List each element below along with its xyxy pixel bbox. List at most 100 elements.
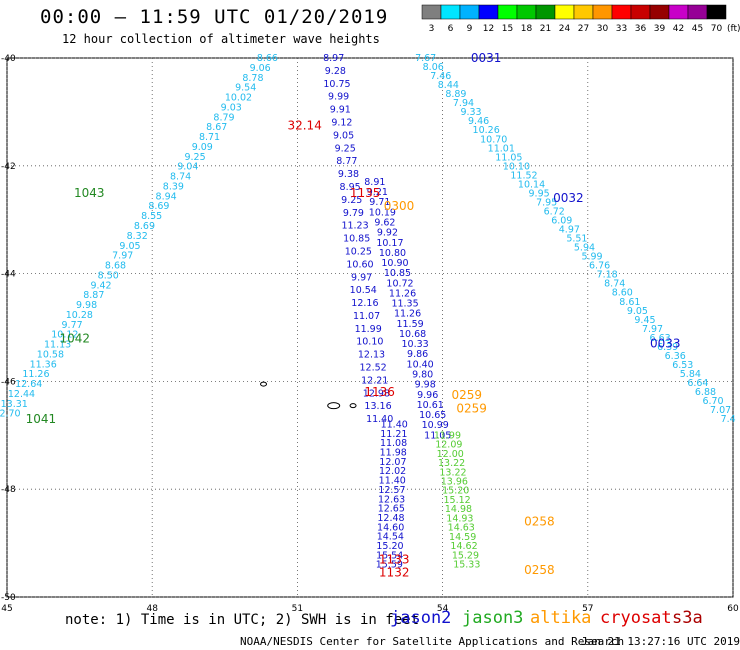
wave-height-value: 6.09 <box>551 216 572 227</box>
wave-height-value: 8.60 <box>612 288 633 299</box>
wave-height-value: 8.50 <box>98 270 119 281</box>
wave-height-value: 9.86 <box>407 349 428 360</box>
wave-height-value: 8.89 <box>445 89 466 100</box>
wave-height-value: 11.52 <box>510 170 537 181</box>
wave-height-value: 11.13 <box>44 340 71 351</box>
wave-height-value: 12.44 <box>8 389 35 400</box>
wave-height-value: 4.97 <box>559 225 580 236</box>
wave-height-value: 7.07 <box>710 405 731 416</box>
y-tick-label: -42 <box>1 162 16 172</box>
pass-time-label: 1132 <box>379 566 410 580</box>
pass-time-label: 32.14 <box>287 118 321 132</box>
wave-height-value: 5.99 <box>581 252 602 263</box>
wave-height-value: 14.98 <box>445 504 472 515</box>
pass-time-label: 0033 <box>650 337 681 351</box>
pass-time-label: 0300 <box>384 199 415 213</box>
y-tick-label: -48 <box>1 485 16 495</box>
wave-height-value: 13.22 <box>439 467 466 478</box>
wave-height-value: 10.58 <box>37 349 64 360</box>
wave-height-value: 8.87 <box>83 290 104 301</box>
wave-height-value: 9.92 <box>377 228 398 239</box>
island-outline <box>260 381 268 387</box>
wave-height-value: 11.21 <box>380 429 407 440</box>
wave-height-value: 11.01 <box>488 143 515 154</box>
wave-height-value: 9.04 <box>177 162 198 173</box>
wave-height-value: 12.09 <box>435 440 462 451</box>
wave-height-value: 12.48 <box>377 513 404 524</box>
wave-height-value: 6.53 <box>672 360 693 371</box>
wave-height-value: 9.25 <box>184 152 205 163</box>
wave-height-value: 9.98 <box>76 300 97 311</box>
wave-height-value: 10.10 <box>356 337 383 348</box>
chart-title: 00:00 – 11:59 UTC 01/20/2019 <box>40 6 389 28</box>
wave-height-value: 8.55 <box>141 211 162 222</box>
wave-height-value: 12.16 <box>351 298 378 309</box>
wave-height-value: 10.65 <box>419 410 446 421</box>
wave-height-value: 8.39 <box>163 181 184 192</box>
wave-height-value: 15.59 <box>376 560 403 571</box>
wave-height-value: 11.23 <box>341 221 368 232</box>
wave-height-value: 10.02 <box>225 93 252 104</box>
wave-height-value: 6.64 <box>687 378 708 389</box>
wave-height-value: 9.06 <box>250 63 271 74</box>
legend-jason2: jason2 <box>390 608 452 628</box>
pass-time-label: 1043 <box>74 186 105 200</box>
wave-height-value: 6.70 <box>702 396 723 407</box>
wave-height-value: 9.45 <box>634 315 655 326</box>
wave-height-value: 9.05 <box>119 241 140 252</box>
colorbar-level-label: 70 <box>711 24 723 34</box>
island-outline <box>349 403 357 409</box>
chart-subtitle: 12 hour collection of altimeter wave hei… <box>62 32 380 46</box>
wave-height-value: 10.60 <box>346 259 373 270</box>
wave-height-value: 9.62 <box>374 218 395 229</box>
wave-height-value: 7.94 <box>453 98 474 109</box>
wave-height-value: 12.52 <box>360 363 387 374</box>
colorbar-level-label: 18 <box>521 24 533 34</box>
colorbar-legend: 3 6 9 12 15 18 21 24 27 30 33 36 39 42 45 70 (ft) <box>421 4 740 34</box>
wave-height-value: 6.88 <box>695 387 716 398</box>
wave-height-value: 7.46 <box>430 71 451 82</box>
wave-height-value: 8.97 <box>323 53 344 64</box>
plot-frame <box>6 57 734 598</box>
wave-height-value: 8.71 <box>199 132 220 143</box>
wave-height-value: 12.63 <box>378 494 405 505</box>
x-tick-label: 48 <box>146 604 158 614</box>
wave-height-plot: 45 48 51 54 57 60-40-42-44-46-48-508.669.068.… <box>0 51 739 614</box>
x-tick-label: 60 <box>727 604 739 614</box>
wave-height-value: 9.54 <box>235 83 256 94</box>
y-tick-label: -44 <box>1 270 16 280</box>
colorbar-level-label: 27 <box>578 24 589 34</box>
wave-height-value: 8.69 <box>148 201 169 212</box>
wave-height-value: 7.95 <box>536 197 557 208</box>
wave-height-value: 10.25 <box>345 246 372 257</box>
y-tick-label: -50 <box>1 593 16 603</box>
colorbar-level-label: 9 <box>467 24 473 34</box>
wave-height-value: 9.95 <box>529 188 550 199</box>
wave-height-value: 10.85 <box>384 268 411 279</box>
pass-time-label: 0259 <box>456 401 487 415</box>
wave-height-value: 13.31 <box>1 399 28 410</box>
colorbar-level-label: 33 <box>616 24 627 34</box>
wave-height-value: 15.29 <box>452 550 479 561</box>
wave-height-value: 9.21 <box>367 187 388 198</box>
wave-height-value: 10.85 <box>343 234 370 245</box>
wave-height-value: 10.14 <box>518 179 545 190</box>
wave-height-value: 8.74 <box>170 172 191 183</box>
legend-s3a: s3a <box>672 608 703 628</box>
wave-height-value: 7.18 <box>597 270 618 281</box>
wave-height-value: 13.96 <box>441 477 468 488</box>
wave-height-value: 9.79 <box>343 208 364 219</box>
wave-height-value: 9.80 <box>412 370 433 381</box>
colorbar-level-label: 42 <box>673 24 684 34</box>
footer-note: note: 1) Time is in UTC; 2) SWH is in fe… <box>65 612 420 628</box>
x-tick-label: 57 <box>582 604 593 614</box>
wave-height-value: 8.61 <box>619 297 640 308</box>
wave-height-value: 8.68 <box>105 261 126 272</box>
wave-height-value: 5.84 <box>680 369 701 380</box>
pass-time-label: 0258 <box>524 563 555 577</box>
wave-height-value: 9.97 <box>351 272 372 283</box>
wave-height-value: 14.93 <box>446 513 473 524</box>
wave-height-value: 5.51 <box>566 234 587 245</box>
y-tick-label: -46 <box>1 377 16 387</box>
colorbar-swatch <box>706 4 727 20</box>
